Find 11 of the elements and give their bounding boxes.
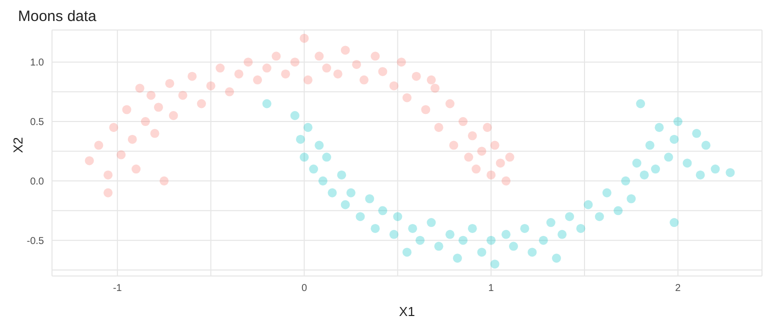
y-tick-label: 1.0 (30, 58, 44, 69)
x-tick-label: -1 (112, 283, 122, 294)
x-tick-label: 1 (488, 283, 494, 294)
x-axis-title: X1 (399, 304, 415, 319)
x-tick-label: 2 (675, 283, 682, 294)
y-tick-label: 0.5 (30, 117, 44, 128)
y-axis-title: X2 (10, 137, 26, 153)
chart-title: Moons data (18, 8, 96, 25)
y-tick-label: 0.0 (30, 176, 44, 188)
y-tick-label: -0.5 (26, 236, 44, 247)
x-tick-label: 0 (301, 283, 308, 294)
